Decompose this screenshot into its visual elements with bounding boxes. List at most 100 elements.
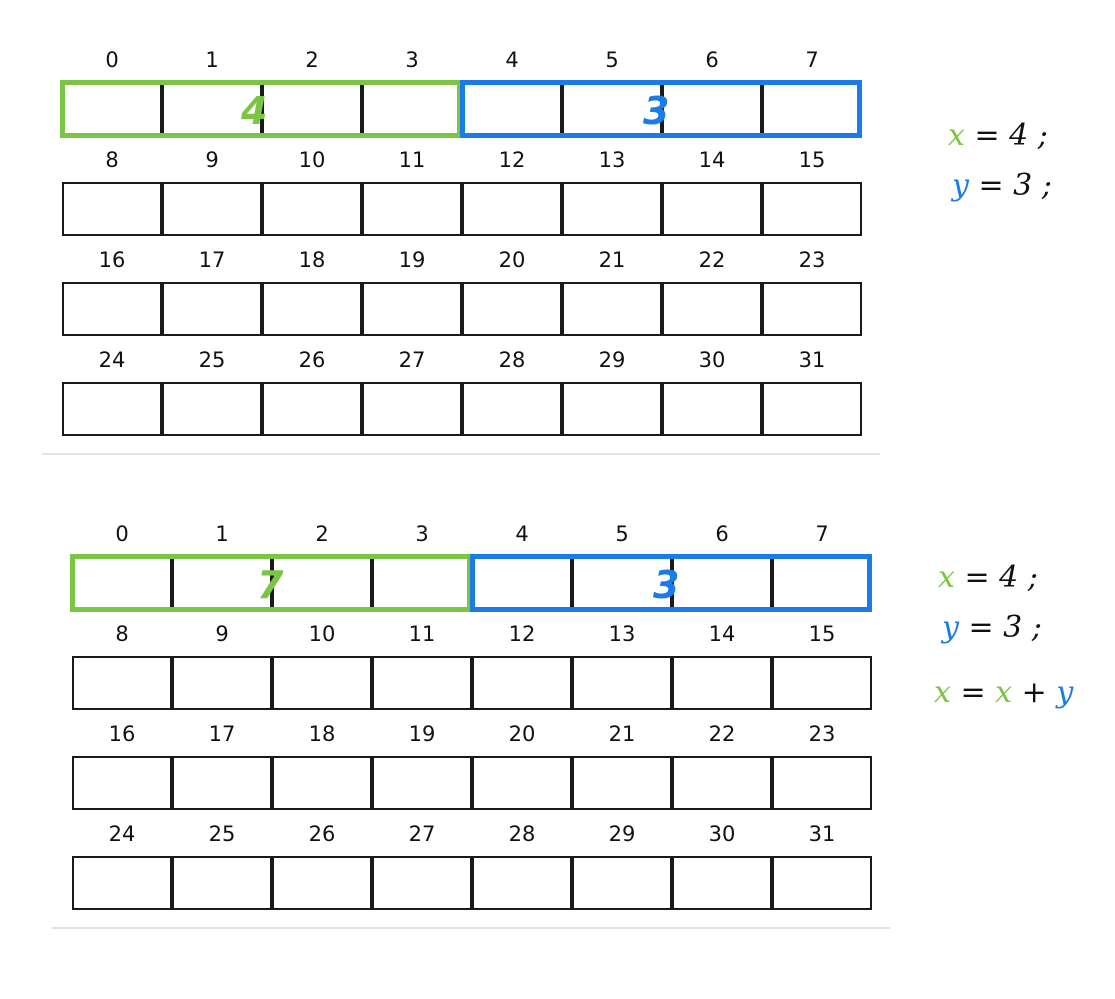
cell-index: 28	[498, 348, 526, 372]
memory-cell	[572, 656, 672, 710]
note-y-2: y = 3 ;	[942, 610, 1042, 645]
cell-index: 2	[305, 48, 319, 72]
cell-index: 19	[408, 722, 436, 746]
index-labels: 8 9 10 11 12 13 14 15	[72, 620, 872, 650]
cell-index: 22	[708, 722, 736, 746]
memory-diagram-2: 0 1 2 3 4 5 6 7 7 3 8 9 10 11 12 13 14 15 16 17 18 19 20 21 22 23…	[52, 520, 912, 980]
x-value: 7	[257, 563, 284, 607]
cell-index: 4	[515, 522, 529, 546]
memory-cells	[72, 756, 872, 810]
cell-index: 9	[215, 622, 229, 646]
x-value: 4	[241, 89, 268, 133]
cell-index: 1	[215, 522, 229, 546]
index-labels: 24 25 26 27 28 29 30 31	[72, 820, 872, 850]
cell-index: 5	[605, 48, 619, 72]
assignment-statement: x = x + y	[934, 675, 1073, 710]
memory-cell	[362, 382, 462, 436]
cell-index: 7	[815, 522, 829, 546]
cell-index: 24	[108, 822, 136, 846]
cell-index: 7	[805, 48, 819, 72]
y-value: 3	[653, 563, 680, 607]
cell-index: 26	[308, 822, 336, 846]
memory-cell	[72, 856, 172, 910]
note-rest: = 4 ;	[964, 560, 1038, 595]
divider-1	[42, 453, 880, 455]
memory-cell	[462, 382, 562, 436]
index-labels: 0 1 2 3 4 5 6 7	[72, 520, 872, 550]
assign-lhs: x	[934, 675, 951, 710]
memory-cells	[62, 382, 862, 436]
cell-index: 4	[505, 48, 519, 72]
memory-cell	[172, 856, 272, 910]
memory-cell	[262, 182, 362, 236]
cell-index: 31	[808, 822, 836, 846]
cell-index: 6	[715, 522, 729, 546]
cell-index: 8	[115, 622, 129, 646]
cell-index: 1	[205, 48, 219, 72]
variable-y-block: 3	[460, 80, 862, 138]
memory-cell	[562, 282, 662, 336]
memory-cell	[172, 656, 272, 710]
index-labels: 8 9 10 11 12 13 14 15	[62, 146, 862, 176]
cell-index: 24	[98, 348, 126, 372]
cell-index: 14	[708, 622, 736, 646]
cell-index: 5	[615, 522, 629, 546]
note-y-1: y = 3 ;	[952, 168, 1052, 203]
cell-index: 28	[508, 822, 536, 846]
cell-index: 18	[308, 722, 336, 746]
memory-cell	[272, 656, 372, 710]
memory-cell	[472, 756, 572, 810]
cell-index: 13	[598, 148, 626, 172]
note-rest: = 4 ;	[974, 118, 1048, 153]
memory-cell	[262, 282, 362, 336]
cell-index: 27	[398, 348, 426, 372]
cell-index: 18	[298, 248, 326, 272]
memory-cell	[262, 382, 362, 436]
memory-cell	[462, 282, 562, 336]
cell-index: 29	[608, 822, 636, 846]
memory-cell	[62, 182, 162, 236]
cell-index: 6	[705, 48, 719, 72]
memory-cell	[772, 656, 872, 710]
memory-cell	[472, 856, 572, 910]
memory-cell	[572, 856, 672, 910]
cell-index: 29	[598, 348, 626, 372]
memory-cells	[72, 656, 872, 710]
variable-x-block: 4	[60, 80, 462, 138]
cell-index: 31	[798, 348, 826, 372]
cell-index: 20	[498, 248, 526, 272]
memory-cell	[762, 282, 862, 336]
memory-cell	[672, 856, 772, 910]
memory-cells	[72, 856, 872, 910]
cell-index: 23	[808, 722, 836, 746]
memory-cell	[362, 182, 462, 236]
memory-cell	[672, 656, 772, 710]
memory-cell	[172, 756, 272, 810]
cell-index: 20	[508, 722, 536, 746]
var-y: y	[952, 168, 969, 203]
cell-index: 30	[698, 348, 726, 372]
note-x-1: x = 4 ;	[948, 118, 1048, 153]
memory-cell	[372, 856, 472, 910]
cell-index: 26	[298, 348, 326, 372]
cell-index: 2	[315, 522, 329, 546]
var-y: y	[942, 610, 959, 645]
cell-index: 11	[408, 622, 436, 646]
cell-index: 23	[798, 248, 826, 272]
memory-cell	[472, 656, 572, 710]
memory-cell	[562, 382, 662, 436]
memory-cell	[62, 282, 162, 336]
memory-cell	[562, 182, 662, 236]
cell-index: 21	[608, 722, 636, 746]
assign-op: +	[1021, 675, 1047, 710]
memory-cell	[372, 656, 472, 710]
memory-cell	[372, 756, 472, 810]
note-rest: = 3 ;	[968, 610, 1042, 645]
memory-cell	[162, 382, 262, 436]
assign-b: y	[1056, 675, 1074, 710]
memory-cell	[62, 382, 162, 436]
cell-index: 9	[205, 148, 219, 172]
memory-diagram-1: 0 1 2 3 4 5 6 7 4 3 8 9 10 11 12 13 14 15 16 17 18 19 20 21 22 23…	[42, 46, 902, 506]
note-x-2: x = 4 ;	[938, 560, 1038, 595]
